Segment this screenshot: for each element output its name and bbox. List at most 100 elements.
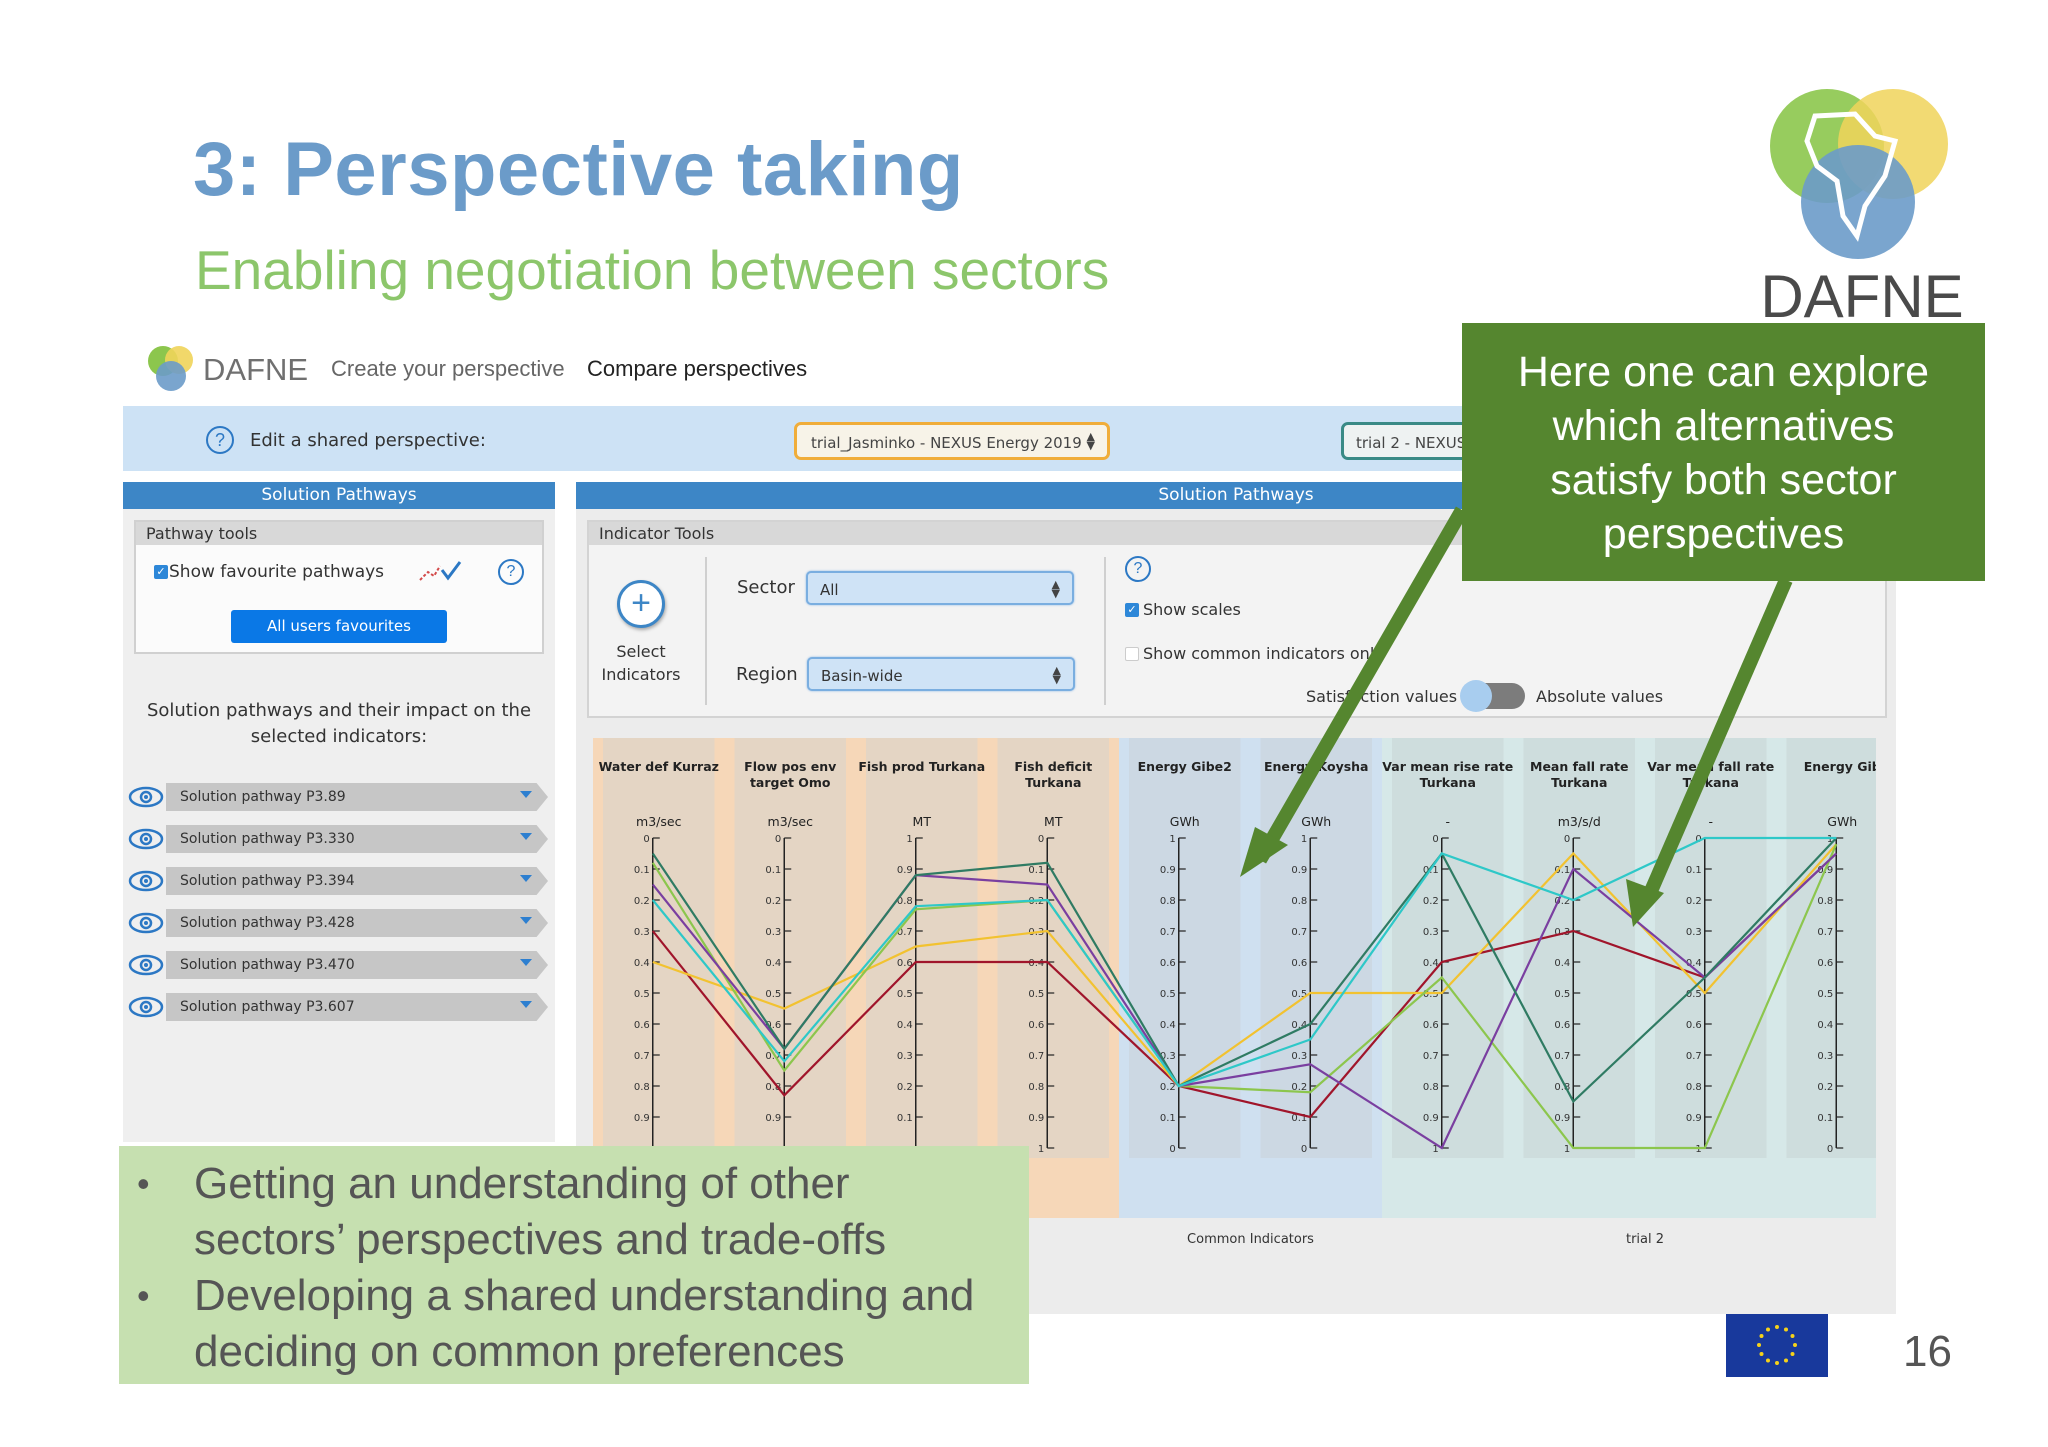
show-common-label: Show common indicators onl (1143, 644, 1375, 663)
pathway-bar[interactable]: Solution pathway P3.394 (166, 867, 548, 895)
tick-label: 0.5 (1028, 989, 1044, 1000)
tick-label: 0.8 (1817, 896, 1833, 907)
help-icon[interactable]: ? (206, 426, 234, 454)
select-arrows-icon: ▲ ▼ (1052, 664, 1061, 686)
caret-down-icon[interactable] (520, 833, 532, 840)
tick-label: 0.4 (634, 958, 650, 969)
tick-label: 0 (1695, 834, 1701, 845)
axis-unit: m3/s/d (1558, 814, 1601, 829)
sector-select-value: All (820, 581, 839, 599)
pathway-row[interactable]: Solution pathway P3.89 (128, 783, 548, 811)
show-common-checkbox[interactable] (1125, 647, 1139, 661)
slide-subtitle: Enabling negotiation between sectors (195, 239, 1110, 301)
all-users-favourites-button[interactable]: All users favourites (231, 610, 447, 643)
select-indicators-line2: Indicators (601, 665, 681, 684)
eye-icon[interactable] (128, 995, 164, 1019)
tick-label: 0.9 (765, 1113, 781, 1124)
eye-icon[interactable] (128, 953, 164, 977)
caret-down-icon[interactable] (520, 917, 532, 924)
group-label: trial 2 (1626, 1232, 1664, 1247)
tick-label: 0.7 (1817, 927, 1833, 938)
caret-down-icon[interactable] (520, 959, 532, 966)
caret-down-icon[interactable] (520, 791, 532, 798)
tick-label: 0.1 (897, 1113, 913, 1124)
pathway-row[interactable]: Solution pathway P3.330 (128, 825, 548, 853)
tick-label: 0.8 (1291, 896, 1307, 907)
axis-unit: MT (1044, 814, 1063, 829)
axis-column (866, 738, 978, 1158)
tick-label: 0.9 (897, 865, 913, 876)
pathway-label: Solution pathway P3.607 (180, 999, 355, 1015)
tick-label: 0.6 (1160, 958, 1176, 969)
caret-down-icon[interactable] (520, 875, 532, 882)
parallel-coordinates-chart: Common Indicators trial 2 Water def Kurraz… (593, 738, 1876, 1247)
series-line (651, 843, 1838, 1150)
tick-label: 0.6 (634, 1020, 650, 1031)
tick-label: 0.4 (765, 958, 781, 969)
tick-label: 0.4 (1160, 1020, 1176, 1031)
region-select[interactable]: Basin-wide ▲ ▼ (807, 657, 1075, 691)
tick-label: 0 (1169, 1144, 1175, 1155)
pathway-bar[interactable]: Solution pathway P3.607 (166, 993, 548, 1021)
axis-unit: GWh (1827, 814, 1857, 829)
eye-icon[interactable] (128, 827, 164, 851)
eye-icon[interactable] (128, 785, 164, 809)
caret-down-icon[interactable] (520, 1001, 532, 1008)
axis-title: Water def Kurraz (599, 759, 719, 774)
axis-title: Energy Gibe2 (1138, 759, 1232, 774)
eye-icon[interactable] (128, 911, 164, 935)
tick-label: 0.2 (1291, 1082, 1307, 1093)
tick-label: 0.8 (1423, 1082, 1439, 1093)
axis-unit: - (1445, 814, 1450, 829)
tick-label: 0.6 (897, 958, 913, 969)
pathway-bar[interactable]: Solution pathway P3.330 (166, 825, 548, 853)
tick-label: 0 (1432, 834, 1438, 845)
favourite-trend-icon (419, 561, 462, 581)
pathway-row[interactable]: Solution pathway P3.470 (128, 951, 548, 979)
sector-select[interactable]: All ▲ ▼ (806, 571, 1074, 605)
tick-label: 0.3 (1817, 1051, 1833, 1062)
callout-arrows (1240, 506, 1793, 927)
pathway-tools-title: Pathway tools (136, 522, 542, 545)
bullet-item: • Developing a shared understanding and … (119, 1268, 1029, 1380)
axis-column (1786, 738, 1876, 1158)
tick-label: 0.9 (1160, 865, 1176, 876)
nav-compare-perspectives[interactable]: Compare perspectives (587, 356, 808, 381)
tick-label: 1 (1564, 1144, 1570, 1155)
pathway-label: Solution pathway P3.394 (180, 873, 355, 889)
tick-label: 0.5 (897, 989, 913, 1000)
perspective-select-1[interactable]: trial_Jasminko - NEXUS Energy 2019 ▲ ▼ (794, 422, 1110, 460)
tick-label: 0.6 (1554, 1020, 1570, 1031)
callout-line: Here one can explore (1517, 348, 1930, 396)
pathway-row[interactable]: Solution pathway P3.394 (128, 867, 548, 895)
callout-line: perspectives (1602, 510, 1845, 558)
show-scales-checkbox[interactable]: ✓ (1125, 603, 1139, 617)
tick-label: 0.2 (634, 896, 650, 907)
tick-label: 1 (1301, 834, 1307, 845)
tick-label: 1 (1038, 1144, 1044, 1155)
tick-label: 0.4 (1423, 958, 1439, 969)
tick-label: 0 (1564, 834, 1570, 845)
pathway-bar[interactable]: Solution pathway P3.89 (166, 783, 548, 811)
help-icon[interactable]: ? (1125, 556, 1151, 582)
value-mode-toggle-knob[interactable] (1460, 680, 1492, 712)
region-select-value: Basin-wide (821, 667, 903, 685)
tick-label: 0.8 (897, 896, 913, 907)
tick-label: 0.2 (1554, 896, 1570, 907)
perspective-select-2[interactable]: trial 2 - NEXUS (1341, 422, 1481, 460)
tick-label: 0.9 (1028, 1113, 1044, 1124)
pathway-row[interactable]: Solution pathway P3.428 (128, 909, 548, 937)
axis-unit: m3/sec (768, 814, 814, 829)
pathway-bar[interactable]: Solution pathway P3.470 (166, 951, 548, 979)
nav-create-perspective[interactable]: Create your perspective (331, 356, 565, 381)
show-favourites-checkbox[interactable]: ✓ (154, 565, 168, 579)
eye-icon[interactable] (128, 869, 164, 893)
help-icon[interactable]: ? (498, 559, 524, 585)
select-indicators-button[interactable]: + (617, 580, 665, 628)
axis-title: Fish deficit (1014, 759, 1092, 774)
pathway-bar[interactable]: Solution pathway P3.428 (166, 909, 548, 937)
tick-label: 0.3 (634, 927, 650, 938)
pathway-row[interactable]: Solution pathway P3.607 (128, 993, 548, 1021)
series-line (651, 837, 1838, 1104)
tick-label: 0.1 (1291, 1113, 1307, 1124)
